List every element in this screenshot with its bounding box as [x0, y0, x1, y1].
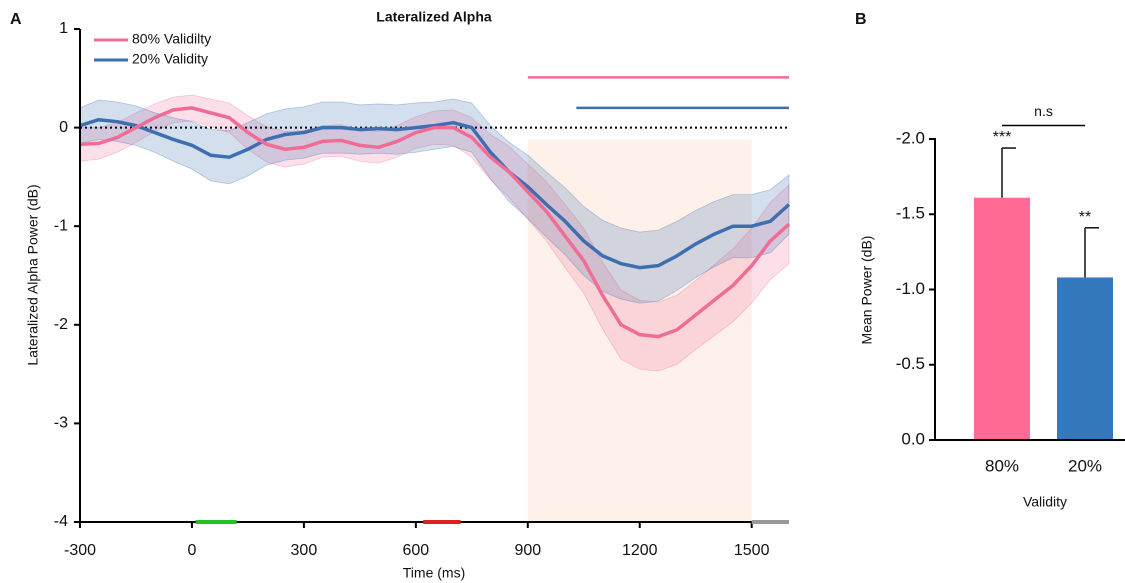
highlight-region — [527, 139, 752, 522]
y-tick-label: 0 — [59, 119, 68, 136]
bar — [1057, 277, 1113, 440]
y-tick-label: 1 — [59, 20, 68, 37]
y-tick-label: -1.0 — [896, 279, 925, 298]
legend-label: 80% Validilty — [132, 31, 211, 47]
y-tick-label: -0.5 — [896, 354, 925, 373]
panel-label: A — [10, 11, 22, 28]
significance-label: ** — [1079, 209, 1091, 226]
y-tick-label: -1 — [54, 217, 68, 234]
y-tick-label: -3 — [54, 415, 68, 432]
x-tick-label: 1500 — [734, 542, 770, 559]
series-line — [79, 117, 791, 270]
chart-title: Lateralized Alpha — [376, 9, 492, 25]
x-tick-label: 20% — [1068, 456, 1102, 475]
x-tick-label: 0 — [187, 542, 196, 559]
comparison-label: n.s — [1034, 103, 1053, 119]
panel-label: B — [855, 11, 867, 28]
significance-label: *** — [993, 129, 1012, 146]
bar — [974, 197, 1030, 440]
x-tick-label: 80% — [985, 456, 1019, 475]
y-tick-label: -4 — [54, 513, 68, 530]
y-tick-label: -2.0 — [896, 128, 925, 147]
x-tick-label: 600 — [402, 542, 429, 559]
x-tick-label: 900 — [514, 542, 541, 559]
x-tick-label: 1200 — [622, 542, 658, 559]
x-tick-label: 300 — [291, 542, 318, 559]
y-tick-label: -1.5 — [896, 204, 925, 223]
y-tick-label: 0.0 — [901, 429, 925, 448]
y-axis-label: Lateralized Alpha Power (dB) — [25, 184, 41, 365]
x-tick-label: -300 — [64, 542, 96, 559]
error-band — [79, 98, 790, 304]
error-band — [79, 94, 790, 372]
legend-label: 20% Validity — [132, 51, 208, 67]
y-axis-label: Mean Power (dB) — [859, 236, 875, 345]
series-line — [79, 106, 791, 339]
y-tick-label: -2 — [54, 316, 68, 333]
x-axis-label: Time (ms) — [403, 565, 465, 581]
x-axis-label: Validity — [1023, 494, 1067, 510]
